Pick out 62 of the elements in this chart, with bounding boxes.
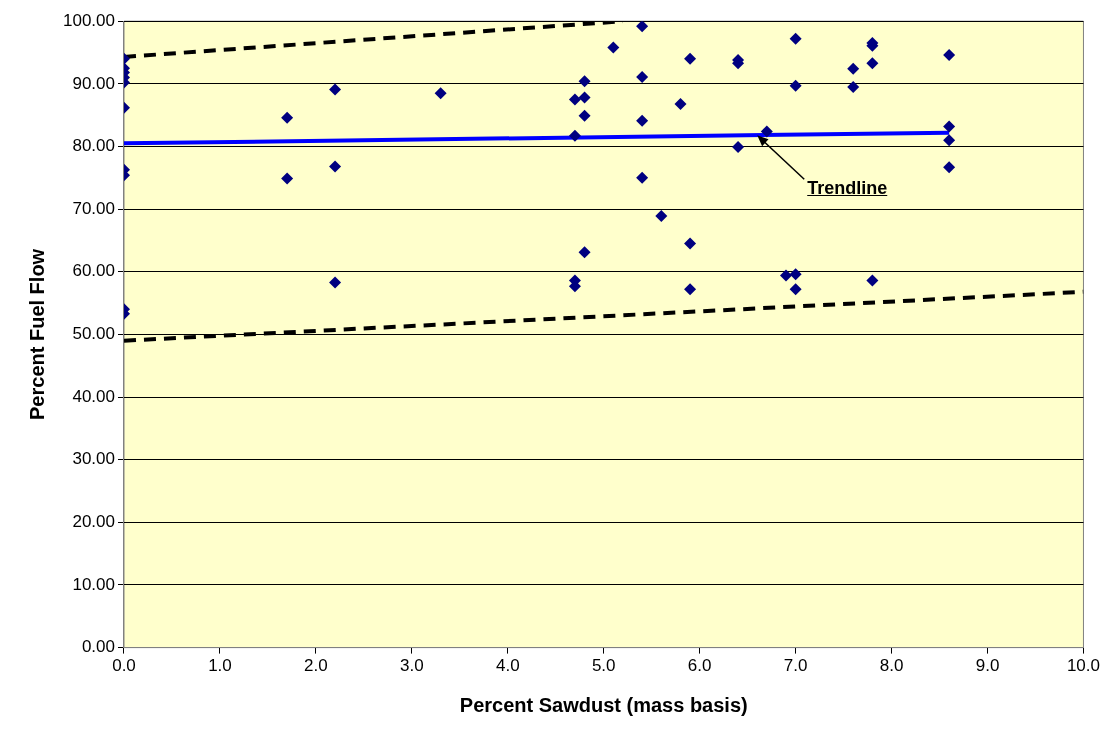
point	[568, 93, 581, 106]
point	[684, 52, 697, 65]
x-tick-label: 0.0	[112, 656, 136, 676]
point	[568, 129, 581, 142]
y-tick-label: 90.00	[72, 73, 115, 93]
point	[607, 41, 620, 54]
point	[789, 79, 802, 92]
point	[329, 83, 342, 96]
point	[943, 49, 956, 62]
annotation: Trendline	[807, 177, 888, 200]
point	[847, 62, 860, 75]
point	[636, 70, 649, 83]
point	[578, 109, 591, 122]
point	[943, 161, 956, 174]
point	[674, 97, 687, 110]
point	[732, 141, 745, 154]
y-tick-label: 40.00	[72, 386, 115, 406]
point	[636, 171, 649, 184]
y-tick-label: 10.00	[72, 574, 115, 594]
y-tick-label: 70.00	[72, 198, 115, 218]
point	[847, 80, 860, 93]
point	[684, 283, 697, 296]
x-tick-label: 10.0	[1066, 656, 1100, 676]
x-tick-label: 7.0	[783, 656, 808, 676]
x-tick-label: 3.0	[400, 656, 424, 676]
point	[760, 125, 773, 138]
y-tick-label: 60.00	[72, 261, 115, 281]
point	[434, 87, 447, 100]
point	[578, 91, 591, 104]
x-tick-label: 5.0	[591, 656, 616, 676]
x-tick-label: 2.0	[304, 656, 328, 676]
x-tick-label: 6.0	[687, 656, 712, 676]
point	[866, 274, 879, 287]
point	[789, 283, 802, 296]
y-tick-label: 20.00	[72, 512, 115, 532]
y-tick-label: 80.00	[72, 136, 115, 156]
y-tick-label: 30.00	[72, 449, 115, 469]
point	[636, 114, 649, 127]
y-tick-label: 100.00	[63, 10, 115, 30]
x-tick-label: 8.0	[879, 656, 904, 676]
point	[943, 134, 956, 147]
x-tick-label: 1.0	[208, 656, 232, 676]
y-axis-title: Percent Fuel Flow	[25, 248, 48, 420]
point	[578, 75, 591, 88]
point	[578, 246, 591, 259]
point	[789, 32, 802, 45]
point	[329, 160, 342, 173]
point	[655, 210, 668, 223]
y-tick-label: 50.00	[72, 324, 115, 344]
point	[789, 268, 802, 281]
point	[866, 57, 879, 70]
y-tick-label: 0.00	[81, 637, 115, 657]
point	[281, 172, 294, 185]
x-axis-title: Percent Sawdust (mass basis)	[459, 693, 748, 716]
point	[281, 111, 294, 124]
x-tick-label: 9.0	[975, 656, 1000, 676]
point	[329, 276, 342, 289]
point	[684, 237, 697, 250]
x-tick-label: 4.0	[495, 656, 520, 676]
point	[780, 269, 793, 282]
point	[943, 120, 956, 133]
point	[636, 21, 649, 33]
